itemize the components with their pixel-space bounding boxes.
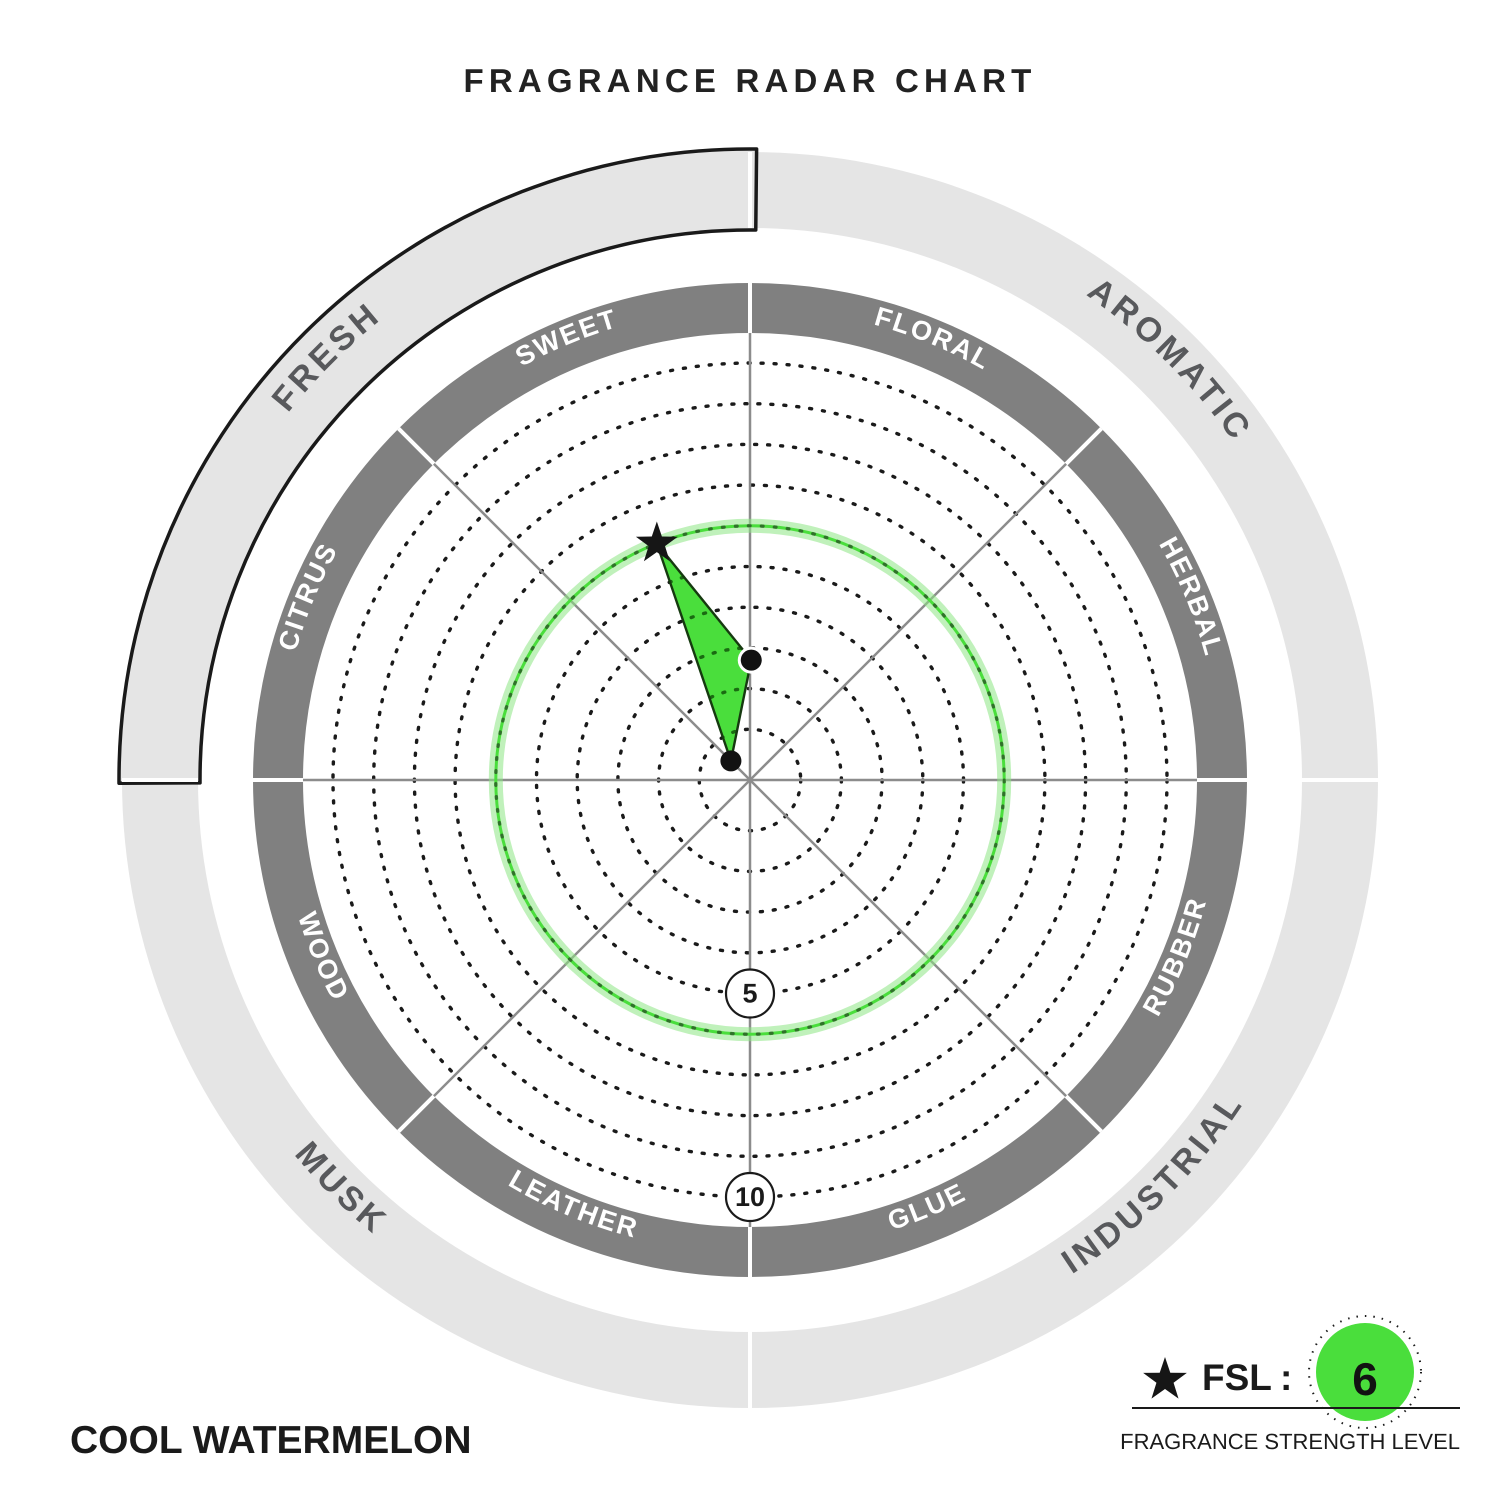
svg-text:5: 5	[742, 979, 757, 1009]
svg-text:AROMATIC: AROMATIC	[1081, 270, 1260, 449]
svg-text:FRAGRANCE STRENGTH LEVEL: FRAGRANCE STRENGTH LEVEL	[1120, 1429, 1460, 1454]
svg-text:FSL: FSL	[1202, 1357, 1272, 1398]
svg-text::: :	[1280, 1357, 1292, 1398]
svg-text:COOL WATERMELON: COOL WATERMELON	[70, 1419, 472, 1462]
svg-text:6: 6	[1352, 1353, 1378, 1405]
svg-text:10: 10	[735, 1182, 765, 1212]
svg-text:FRAGRANCE RADAR CHART: FRAGRANCE RADAR CHART	[463, 62, 1036, 99]
